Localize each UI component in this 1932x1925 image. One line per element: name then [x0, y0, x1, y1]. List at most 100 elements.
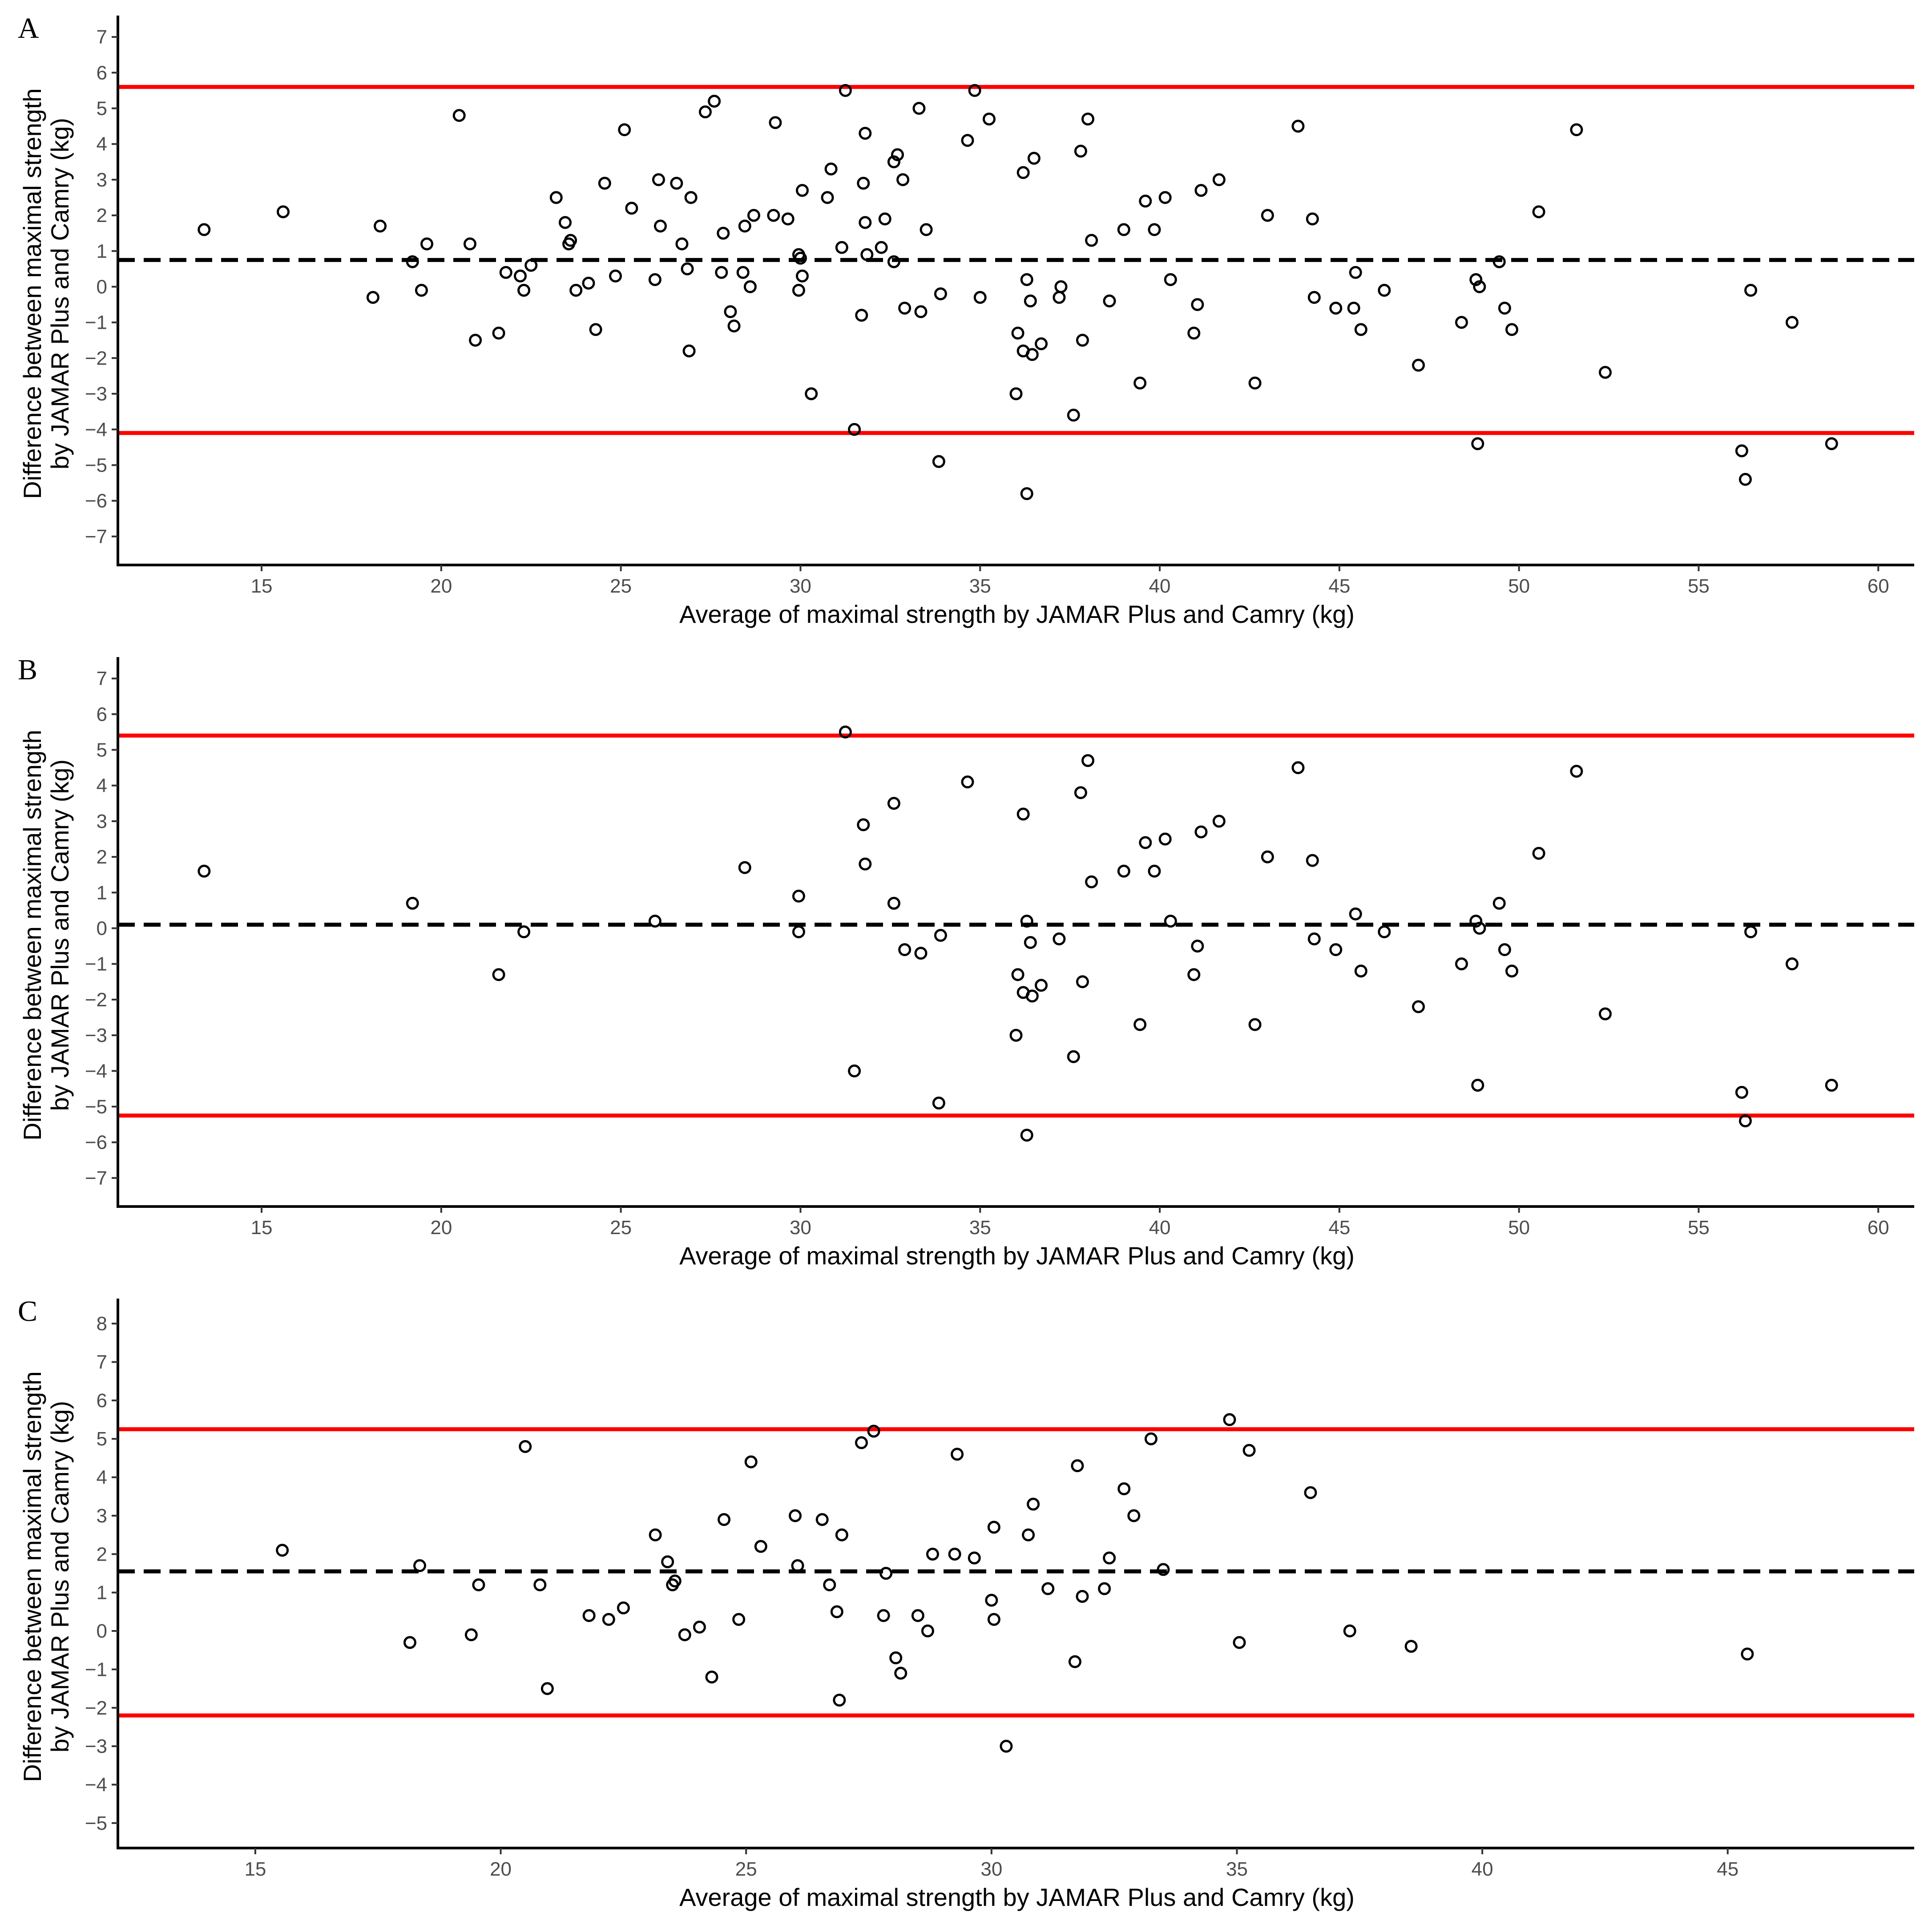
x-axis-label: Average of maximal strength by JAMAR Plu… — [679, 1242, 1355, 1270]
data-point — [1191, 940, 1204, 953]
data-point — [1744, 925, 1758, 938]
x-tick-label: 35 — [1226, 1858, 1248, 1880]
y-tick-label: −2 — [85, 347, 107, 369]
data-point — [894, 1667, 908, 1680]
data-point — [681, 262, 694, 275]
data-points — [198, 84, 1838, 500]
data-point — [464, 1628, 478, 1642]
data-point — [1785, 316, 1799, 329]
reference-lines — [118, 1427, 1914, 1718]
data-point — [670, 177, 683, 190]
data-point — [987, 1521, 1000, 1534]
data-point — [1306, 212, 1319, 226]
data-point — [609, 269, 622, 282]
y-axis-label: Difference between maximal strength by J… — [18, 1371, 74, 1782]
y-tick-label: −5 — [85, 454, 107, 476]
y-axis-label-line2: by JAMAR Plus and Camry (kg) — [46, 1401, 74, 1752]
y-tick-label: −2 — [85, 1697, 107, 1719]
data-point — [1025, 348, 1039, 361]
y-tick-label: 1 — [97, 240, 107, 262]
data-point — [789, 1509, 802, 1522]
data-point — [769, 116, 782, 129]
data-point — [932, 455, 945, 468]
data-point — [848, 423, 861, 436]
data-point — [1009, 1029, 1023, 1042]
data-point — [1248, 376, 1262, 390]
data-point — [878, 212, 891, 226]
data-point — [582, 276, 595, 290]
y-ticks: −7 −6 −5 −4 −3 −2 −1 0 1 2 3 4 5 6 7 — [85, 26, 118, 548]
y-tick-label: 0 — [97, 1620, 107, 1642]
data-point — [1024, 295, 1037, 308]
data-point — [1020, 914, 1033, 928]
data-point — [452, 109, 466, 122]
data-point — [1067, 1050, 1080, 1063]
data-point — [1127, 1509, 1141, 1522]
data-point — [1020, 487, 1033, 500]
data-point — [1117, 223, 1130, 236]
data-point — [1157, 1563, 1170, 1576]
data-point — [1404, 1640, 1418, 1653]
data-point — [1343, 1624, 1356, 1638]
data-point — [1068, 1655, 1081, 1668]
data-point — [1306, 854, 1319, 867]
y-axis-label-line1: Difference between maximal strength — [18, 1371, 46, 1782]
y-axis-label: Difference between maximal strength by J… — [18, 88, 74, 499]
y-tick-label: −4 — [85, 1060, 107, 1082]
data-point — [875, 241, 888, 254]
y-tick-label: 5 — [97, 739, 107, 761]
data-point — [855, 309, 868, 322]
data-point — [420, 237, 434, 250]
y-tick-label: 0 — [97, 917, 107, 939]
data-point — [985, 1594, 998, 1607]
data-point — [791, 1559, 804, 1572]
data-point — [912, 102, 926, 115]
reference-lines — [118, 85, 1914, 435]
x-ticks: 15 20 25 30 35 40 45 — [244, 1848, 1738, 1880]
data-point — [569, 284, 583, 297]
data-point — [1011, 327, 1024, 340]
panel-label: C — [18, 1295, 37, 1328]
x-tick-label: 30 — [980, 1858, 1002, 1880]
data-point — [805, 387, 818, 400]
data-point — [1103, 1551, 1116, 1565]
reference-lines — [118, 733, 1914, 1118]
data-point — [920, 223, 933, 236]
data-point — [792, 889, 805, 903]
axes — [117, 1299, 1914, 1849]
y-tick-label: 6 — [97, 62, 107, 84]
x-axis-label: Average of maximal strength by JAMAR Plu… — [679, 1883, 1355, 1911]
panel-c: −5 −4 −3 −2 −1 0 1 2 3 4 5 6 7 8 15 20 25 30 35 40 45 C Ave… — [0, 1283, 1932, 1925]
data-point — [1024, 936, 1037, 949]
data-point — [914, 947, 928, 960]
data-point — [1570, 123, 1583, 137]
data-points — [198, 725, 1838, 1142]
data-point — [887, 155, 900, 169]
x-tick-label: 55 — [1688, 1217, 1710, 1239]
y-tick-label: −1 — [85, 953, 107, 975]
panel-label: B — [18, 654, 37, 686]
data-point — [1164, 273, 1177, 286]
data-point — [1505, 965, 1518, 978]
data-point — [1471, 437, 1484, 450]
data-point — [926, 1547, 939, 1561]
panel-label: A — [18, 12, 39, 44]
data-point — [982, 113, 996, 126]
data-point — [859, 127, 872, 140]
data-point — [1067, 408, 1080, 422]
x-tick-label: 30 — [790, 575, 811, 597]
data-point — [833, 1694, 846, 1707]
y-tick-label: 5 — [97, 1428, 107, 1450]
data-point — [1825, 437, 1838, 450]
y-axis-label-line1: Difference between maximal strength — [18, 730, 46, 1140]
data-point — [415, 284, 428, 297]
data-point — [698, 105, 712, 119]
data-point — [830, 1605, 843, 1618]
data-point — [540, 1682, 554, 1695]
data-point — [1085, 234, 1098, 247]
y-tick-label: −7 — [85, 526, 107, 548]
data-point — [1349, 907, 1362, 920]
data-point — [589, 323, 602, 336]
x-tick-label: 50 — [1508, 575, 1530, 597]
